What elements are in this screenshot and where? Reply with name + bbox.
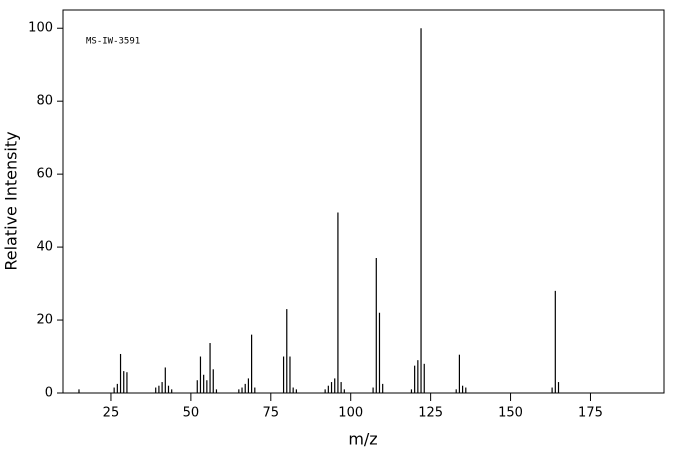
x-tick-label: 50 <box>183 406 200 421</box>
y-tick-label: 80 <box>36 94 53 109</box>
annotation: MS-IW-3591 <box>86 37 140 47</box>
x-tick-label: 25 <box>103 406 120 421</box>
y-tick-label: 40 <box>36 240 53 255</box>
x-axis-label: m/z <box>348 430 377 449</box>
x-tick-label: 100 <box>338 406 363 421</box>
y-axis-label: Relative Intensity <box>2 131 21 270</box>
y-tick-label: 100 <box>28 21 53 36</box>
y-tick-label: 20 <box>36 313 53 328</box>
y-tick-label: 60 <box>36 167 53 182</box>
plot-frame <box>62 9 665 394</box>
x-tick-label: 75 <box>263 406 280 421</box>
x-tick-label: 175 <box>578 406 603 421</box>
y-tick-label: 0 <box>45 386 53 401</box>
x-tick-label: 125 <box>418 406 443 421</box>
x-tick-label: 150 <box>498 406 523 421</box>
